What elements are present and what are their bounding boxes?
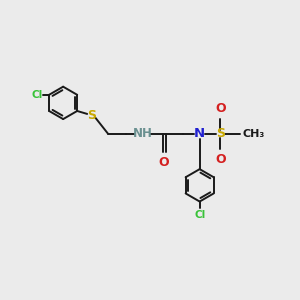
Text: O: O xyxy=(158,156,169,169)
Text: N: N xyxy=(194,127,205,140)
Text: S: S xyxy=(216,127,225,140)
Text: Cl: Cl xyxy=(194,210,205,220)
Text: S: S xyxy=(87,109,96,122)
Text: Cl: Cl xyxy=(32,90,43,100)
Text: O: O xyxy=(215,102,226,115)
Text: O: O xyxy=(215,153,226,166)
Text: NH: NH xyxy=(133,127,153,140)
Text: CH₃: CH₃ xyxy=(242,129,265,139)
